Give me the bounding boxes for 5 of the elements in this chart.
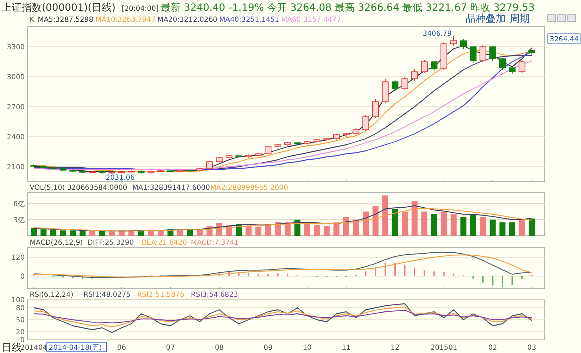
chart-title: 上证指数(000001)(日线) <box>2 2 116 14</box>
text: 日线 <box>2 342 22 353</box>
text: 最新 3240.40 -1.19% 今开 3264.08 最高 3266.64 最低 3221.67 昨收 3279.53 <box>161 2 535 14</box>
text: 周期 <box>510 13 530 25</box>
text: 品种叠加 <box>466 13 506 25</box>
